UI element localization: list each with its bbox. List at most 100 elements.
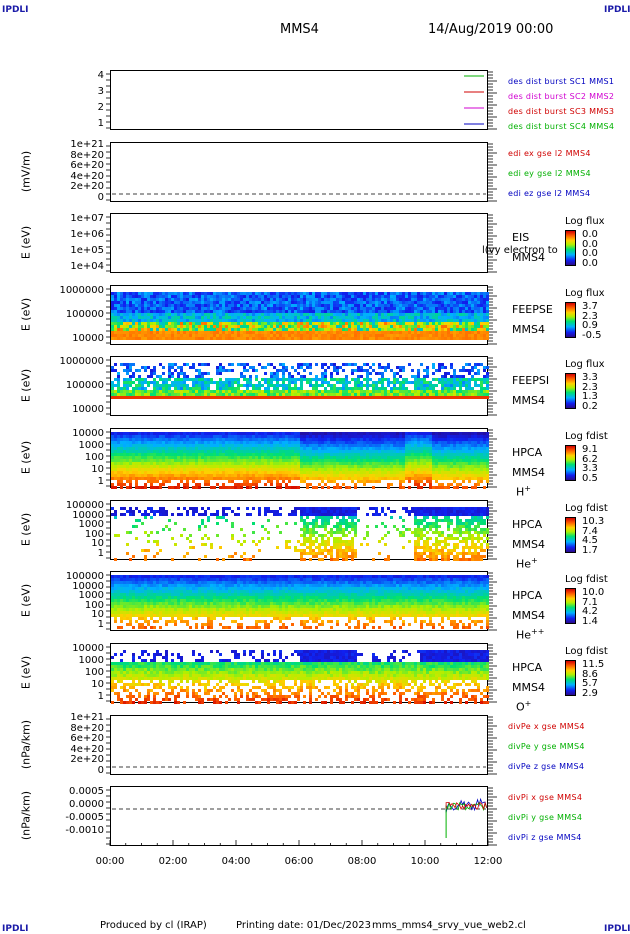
spectro-cell bbox=[138, 459, 141, 462]
spectro-cell bbox=[273, 304, 276, 307]
spectro-cell bbox=[411, 390, 414, 393]
spectro-cell bbox=[162, 477, 165, 480]
spectro-cell bbox=[279, 307, 282, 310]
spectro-cell bbox=[417, 310, 420, 313]
spectro-cell bbox=[279, 441, 282, 444]
spectro-cell bbox=[138, 444, 141, 447]
spectro-cell bbox=[156, 432, 159, 435]
spectro-cell bbox=[225, 313, 228, 316]
spectro-cell bbox=[387, 390, 390, 393]
spectro-cell bbox=[477, 372, 480, 375]
spectro-cell bbox=[264, 310, 267, 313]
ytick-label: 0.0005 bbox=[69, 786, 104, 797]
spectro-cell bbox=[198, 453, 201, 456]
spectro-cell bbox=[147, 453, 150, 456]
spectro-cell bbox=[237, 456, 240, 459]
spectro-cell bbox=[255, 295, 258, 298]
spectro-cell bbox=[279, 432, 282, 435]
spectro-cell bbox=[336, 387, 339, 390]
spectro-cell bbox=[177, 441, 180, 444]
spectro-cell bbox=[129, 465, 132, 468]
spectro-cell bbox=[303, 334, 306, 337]
spectro-cell bbox=[201, 462, 204, 465]
spectro-cell bbox=[465, 316, 468, 319]
spectro-cell bbox=[303, 474, 306, 477]
spectro-cell bbox=[384, 393, 387, 396]
spectro-cell bbox=[297, 372, 300, 375]
spectro-cell bbox=[306, 393, 309, 396]
spectro-cell bbox=[231, 328, 234, 331]
spectro-cell bbox=[132, 459, 135, 462]
spectro-cell bbox=[261, 438, 264, 441]
spectro-cell bbox=[294, 387, 297, 390]
spectro-cell bbox=[141, 453, 144, 456]
colorbar-value: -0.5 bbox=[582, 329, 602, 341]
spectro-cell bbox=[297, 468, 300, 471]
spectro-cell bbox=[132, 468, 135, 471]
spectro-cell bbox=[375, 319, 378, 322]
spectro-cell bbox=[282, 337, 285, 340]
spectro-cell bbox=[210, 396, 213, 399]
spectro-cell bbox=[123, 295, 126, 298]
spectro-cell bbox=[150, 307, 153, 310]
spectro-cell bbox=[279, 363, 282, 366]
spectro-cell bbox=[291, 456, 294, 459]
spectro-cell bbox=[414, 390, 417, 393]
spectro-cell bbox=[435, 393, 438, 396]
spectro-cell bbox=[405, 292, 408, 295]
spectro-cell bbox=[300, 453, 303, 456]
spectro-cell bbox=[159, 477, 162, 480]
spectro-cell bbox=[321, 363, 324, 366]
spectro-cell bbox=[198, 375, 201, 378]
spectro-cell bbox=[438, 337, 441, 340]
x-tick-label: 06:00 bbox=[284, 856, 314, 867]
spectro-cell bbox=[150, 459, 153, 462]
spectro-cell bbox=[147, 456, 150, 459]
spectro-cell bbox=[234, 444, 237, 447]
spectro-cell bbox=[345, 363, 348, 366]
spectro-cell bbox=[186, 486, 189, 489]
spectro-cell bbox=[120, 393, 123, 396]
spectro-cell bbox=[486, 390, 489, 393]
spectro-cell bbox=[225, 328, 228, 331]
spectro-cell bbox=[249, 450, 252, 453]
spectro-cell bbox=[318, 319, 321, 322]
spectro-cell bbox=[363, 301, 366, 304]
spectro-cell bbox=[327, 465, 330, 468]
spectro-cell bbox=[201, 372, 204, 375]
spectro-cell bbox=[174, 390, 177, 393]
spectro-cell bbox=[333, 369, 336, 372]
spectro-cell bbox=[360, 337, 363, 340]
spectro-cell bbox=[348, 381, 351, 384]
spectro-cell bbox=[168, 384, 171, 387]
spectro-cell bbox=[138, 474, 141, 477]
spectro-cell bbox=[195, 462, 198, 465]
spectro-cell bbox=[375, 316, 378, 319]
spectro-cell bbox=[285, 307, 288, 310]
spectro-cell bbox=[294, 295, 297, 298]
spectro-cell bbox=[252, 304, 255, 307]
spectro-cell bbox=[372, 334, 375, 337]
spectro-cell bbox=[297, 307, 300, 310]
spectro-cell bbox=[285, 387, 288, 390]
spectro-cell bbox=[381, 304, 384, 307]
spectro-cell bbox=[306, 456, 309, 459]
spectro-cell bbox=[258, 319, 261, 322]
spectro-cell bbox=[138, 384, 141, 387]
spectro-cell bbox=[426, 292, 429, 295]
spectro-cell bbox=[246, 468, 249, 471]
spectro-cell bbox=[189, 444, 192, 447]
spectro-cell bbox=[144, 456, 147, 459]
ytick-label: 1000 bbox=[78, 655, 104, 666]
spectro-cell bbox=[156, 441, 159, 444]
spectro-cell bbox=[252, 390, 255, 393]
spectro-cell bbox=[189, 366, 192, 369]
spectro-cell bbox=[225, 459, 228, 462]
spectro-cell bbox=[165, 378, 168, 381]
spectro-cell bbox=[318, 304, 321, 307]
spectro-cell bbox=[174, 301, 177, 304]
spectro-cell bbox=[204, 331, 207, 334]
spectro-cell bbox=[189, 465, 192, 468]
spectro-cell bbox=[420, 378, 423, 381]
spectro-cell bbox=[165, 313, 168, 316]
